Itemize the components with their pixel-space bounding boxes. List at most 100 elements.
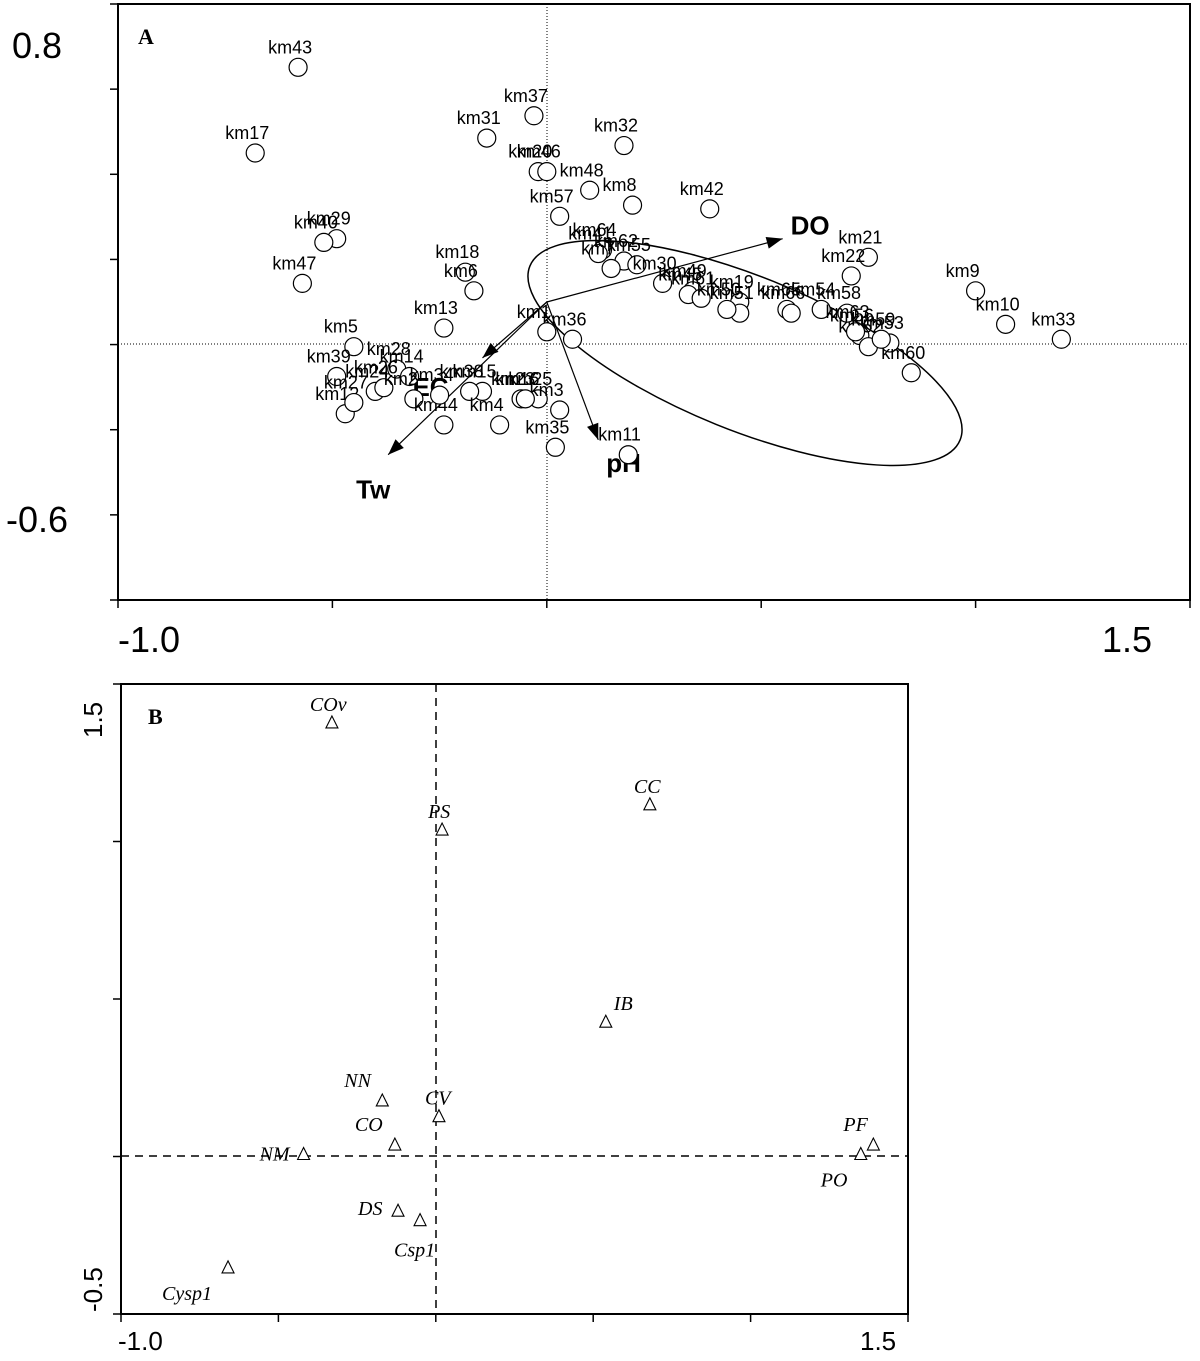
species-label-IB: IB bbox=[613, 993, 633, 1015]
site-marker-km42 bbox=[700, 199, 720, 219]
site-label-km43: km43 bbox=[268, 37, 312, 57]
site-label-km35: km35 bbox=[525, 417, 569, 437]
site-marker-km37 bbox=[524, 106, 544, 126]
site-label-km47: km47 bbox=[272, 253, 316, 273]
panel-a-ticks bbox=[110, 3, 1191, 608]
site-marker-km43 bbox=[288, 57, 308, 77]
site-label-km14: km14 bbox=[380, 347, 424, 367]
species-marker-PS bbox=[435, 821, 449, 836]
site-label-km1: km1 bbox=[517, 302, 551, 322]
site-label-km39: km39 bbox=[307, 347, 351, 367]
panel-a-x-tick-left: -1.0 bbox=[118, 619, 180, 660]
site-label-km50: km50 bbox=[697, 279, 741, 299]
site-marker-km58 bbox=[837, 303, 857, 323]
species-label-COv: COv bbox=[310, 694, 347, 716]
vector-tw-line bbox=[387, 301, 548, 456]
site-label-km38: km38 bbox=[440, 361, 484, 381]
site-label-km26: km26 bbox=[354, 358, 398, 378]
species-marker-CV bbox=[432, 1108, 446, 1123]
vector-tw-label: Tw bbox=[356, 475, 391, 505]
vector-do-arrowhead bbox=[765, 237, 783, 249]
site-marker-km32 bbox=[614, 135, 634, 156]
panel-b: B 1.5 -0.5 -1.0 1.5 COv PS CC IB NN CV CO NM PF P… bbox=[78, 683, 909, 1356]
species-label-PF: PF bbox=[842, 1114, 868, 1136]
site-label-km58: km58 bbox=[817, 283, 861, 303]
site-marker-km34 bbox=[430, 385, 450, 405]
vector-do-line bbox=[546, 238, 783, 303]
site-marker-km21 bbox=[858, 247, 879, 267]
panel-a-x-tick-right: 1.5 bbox=[1102, 619, 1152, 660]
site-label-km19: km19 bbox=[710, 272, 754, 292]
site-marker-km38 bbox=[460, 381, 480, 401]
site-label-km21: km21 bbox=[838, 227, 882, 247]
site-group-ellipse bbox=[527, 239, 963, 467]
site-label-km17: km17 bbox=[225, 123, 269, 143]
site-marker-km16 bbox=[515, 389, 535, 409]
site-marker-km17 bbox=[245, 143, 265, 163]
species-marker-PO bbox=[853, 1146, 868, 1161]
site-marker-km14 bbox=[399, 366, 420, 387]
vector-do-label: DO bbox=[791, 211, 830, 241]
site-marker-km30 bbox=[652, 273, 673, 293]
site-label-km9: km9 bbox=[946, 261, 980, 281]
site-label-km3: km3 bbox=[530, 380, 564, 400]
panel-a-y-tick-top: 0.8 bbox=[12, 25, 62, 66]
site-marker-km9 bbox=[965, 281, 986, 301]
species-label-Csp1: Csp1 bbox=[394, 1240, 435, 1262]
species-marker-Cysp1 bbox=[221, 1259, 235, 1274]
site-marker-km8 bbox=[622, 195, 643, 215]
site-label-km53: km53 bbox=[860, 313, 904, 333]
site-marker-km55 bbox=[627, 255, 647, 275]
panel-a-frame bbox=[117, 3, 1191, 601]
site-label-km11: km11 bbox=[598, 425, 641, 445]
species-marker-IB bbox=[598, 1013, 613, 1028]
site-label-km59: km59 bbox=[851, 309, 895, 329]
site-marker-km10 bbox=[996, 314, 1016, 334]
panel-a-label: A bbox=[138, 24, 154, 49]
species-label-CO: CO bbox=[355, 1114, 383, 1136]
site-label-km49: km49 bbox=[663, 261, 707, 281]
species-marker-CC bbox=[642, 796, 657, 811]
species-label-NM: NM bbox=[259, 1144, 291, 1166]
site-label-km27: km27 bbox=[324, 373, 368, 393]
site-marker-km44 bbox=[434, 415, 454, 435]
site-marker-km36 bbox=[562, 329, 583, 349]
site-marker-km50 bbox=[717, 299, 737, 320]
species-label-NN: NN bbox=[343, 1070, 372, 1092]
species-label-PS: PS bbox=[427, 801, 450, 823]
site-label-km22: km22 bbox=[821, 246, 865, 266]
species-label-Cysp1: Cysp1 bbox=[162, 1283, 212, 1305]
site-label-km4: km4 bbox=[470, 395, 504, 415]
site-label-km64: km64 bbox=[573, 220, 617, 240]
site-label-km15: km15 bbox=[452, 361, 496, 381]
site-label-km28: km28 bbox=[367, 339, 411, 359]
site-marker-km2 bbox=[404, 389, 424, 409]
site-marker-km6 bbox=[464, 281, 484, 301]
panel-b-x-tick-left: -1.0 bbox=[118, 1326, 163, 1356]
site-marker-km11 bbox=[618, 445, 638, 465]
panel-b-ticks bbox=[113, 683, 909, 1322]
panel-a-y-tick-bottom: -0.6 bbox=[6, 499, 68, 540]
site-label-km65: km65 bbox=[757, 279, 801, 299]
site-marker-km47 bbox=[292, 273, 312, 293]
site-marker-km1 bbox=[537, 322, 557, 342]
site-label-km51: km51 bbox=[710, 283, 754, 303]
species-marker-NM bbox=[296, 1146, 311, 1161]
site-label-km40: km40 bbox=[294, 212, 338, 232]
site-marker-km3 bbox=[550, 400, 570, 420]
species-label-PO: PO bbox=[820, 1170, 848, 1192]
species-marker-CO bbox=[387, 1136, 402, 1151]
site-marker-km33 bbox=[1051, 329, 1071, 349]
vector-tw-arrowhead bbox=[388, 439, 404, 455]
site-label-km18: km18 bbox=[435, 242, 479, 262]
site-label-km37: km37 bbox=[504, 86, 548, 106]
vector-ec-arrowhead bbox=[482, 342, 499, 358]
site-label-km31: km31 bbox=[457, 108, 501, 128]
site-label-km63: km63 bbox=[826, 302, 870, 322]
site-label-km10: km10 bbox=[976, 294, 1020, 314]
site-marker-km61 bbox=[691, 288, 711, 308]
site-label-km48: km48 bbox=[560, 160, 604, 180]
site-label-km56: km56 bbox=[830, 306, 874, 326]
